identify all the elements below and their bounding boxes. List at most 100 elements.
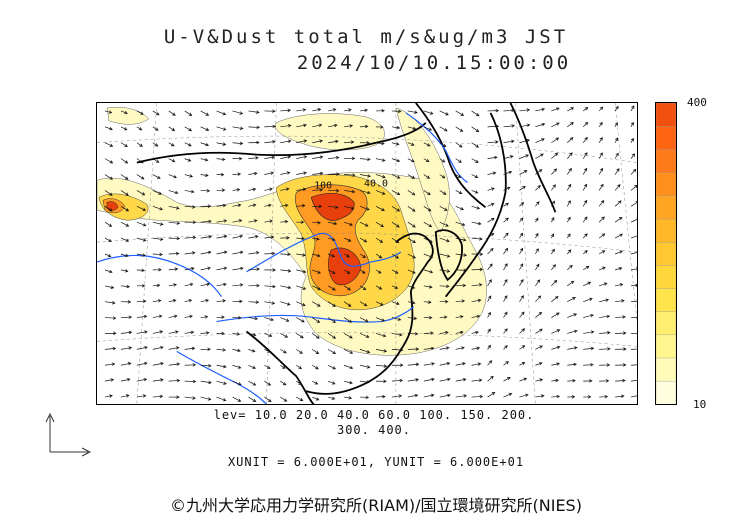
- wind-arrow: [471, 267, 484, 272]
- wind-arrow: [519, 123, 531, 128]
- wind-arrow: [280, 171, 291, 175]
- wind-arrow: [184, 205, 196, 209]
- wind-arrow: [168, 158, 176, 163]
- wind-arrow: [296, 236, 305, 241]
- wind-arrow: [583, 379, 593, 383]
- axis-indicator: [45, 412, 92, 457]
- wind-arrow: [264, 124, 277, 129]
- wind-arrow: [535, 279, 541, 286]
- wind-arrow: [280, 396, 288, 402]
- wind-arrow: [471, 190, 479, 194]
- wind-arrow: [391, 206, 401, 212]
- wind-arrow: [566, 167, 572, 175]
- wind-arrow: [136, 190, 146, 196]
- wind-arrow: [200, 235, 212, 239]
- wind-arrow: [280, 219, 289, 224]
- wind-arrow: [455, 377, 467, 382]
- wind-arrow: [343, 285, 351, 291]
- wind-arrow: [551, 122, 560, 128]
- wind-arrow: [582, 152, 588, 159]
- wind-arrow: [535, 122, 546, 128]
- wind-arrow: [120, 315, 133, 319]
- wind-arrow: [519, 328, 526, 334]
- wind-arrow: [232, 332, 241, 336]
- wind-arrow: [487, 279, 492, 286]
- wind-arrow: [359, 237, 368, 243]
- wind-arrow: [455, 221, 466, 227]
- wind-arrow: [630, 234, 637, 239]
- wind-arrow: [152, 126, 159, 131]
- wind-arrow: [248, 364, 256, 369]
- wind-arrow: [471, 362, 482, 366]
- wind-arrow: [200, 173, 209, 177]
- wind-arrow: [615, 347, 627, 351]
- colorbar-swatch: [656, 125, 676, 150]
- wind-arrow: [567, 122, 574, 128]
- wind-arrow: [614, 105, 619, 112]
- wind-arrow: [391, 317, 402, 321]
- wind-arrow: [168, 378, 181, 383]
- colorbar-swatch: [656, 264, 676, 289]
- wind-arrow: [104, 206, 113, 212]
- wind-arrow: [439, 110, 449, 116]
- wind-arrow: [423, 269, 434, 274]
- wind-arrow: [599, 298, 610, 303]
- wind-arrow: [248, 300, 260, 304]
- wind-arrow: [312, 380, 319, 385]
- wind-arrow: [104, 362, 116, 366]
- wind-arrow: [264, 203, 272, 208]
- wind-arrow: [216, 348, 227, 352]
- wind-arrow: [614, 216, 623, 223]
- wind-arrow: [471, 205, 481, 210]
- wind-arrow: [439, 190, 447, 195]
- wind-arrow: [152, 110, 160, 116]
- wind-arrow: [519, 201, 525, 207]
- wind-arrow: [599, 314, 611, 319]
- wind-arrow: [582, 136, 588, 143]
- wind-arrow: [327, 333, 337, 339]
- wind-arrow: [168, 362, 181, 366]
- wind-vectors: [104, 105, 637, 402]
- wind-arrow: [535, 153, 544, 159]
- wind-arrow: [343, 364, 354, 370]
- wind-arrow: [248, 235, 259, 239]
- colorbar-swatch: [656, 103, 676, 127]
- wind-arrow: [375, 333, 387, 338]
- wind-arrow: [359, 301, 368, 307]
- wind-arrow: [312, 285, 321, 291]
- wind-arrow: [582, 250, 588, 255]
- wind-arrow: [551, 279, 558, 287]
- wind-arrow: [519, 295, 524, 302]
- wind-arrow: [120, 346, 133, 350]
- wind-arrow: [551, 248, 555, 255]
- wind-arrow: [200, 189, 211, 193]
- wind-arrow: [503, 278, 508, 286]
- wind-arrow: [614, 233, 623, 239]
- colorbar-max-label: 400: [687, 96, 707, 109]
- wind-arrow: [216, 396, 227, 402]
- wind-arrow: [375, 301, 384, 306]
- wind-arrow: [615, 378, 626, 383]
- wind-arrow: [120, 190, 129, 196]
- wind-arrow: [519, 170, 528, 175]
- wind-arrow: [503, 155, 514, 159]
- wind-arrow: [567, 346, 578, 350]
- wind-arrow: [630, 395, 637, 398]
- wind-arrow: [328, 237, 336, 242]
- wind-arrow: [152, 252, 163, 257]
- wind-arrow: [328, 139, 339, 144]
- wind-arrow: [359, 349, 371, 354]
- wind-arrow: [232, 299, 243, 304]
- wind-arrow: [455, 110, 465, 116]
- wind-arrow: [551, 184, 556, 191]
- wind-arrow: [487, 328, 491, 334]
- wind-arrow: [104, 285, 115, 289]
- wind-arrow: [582, 121, 589, 128]
- wind-arrow: [120, 174, 129, 180]
- wind-arrow: [200, 219, 212, 224]
- wind-arrow: [535, 311, 543, 318]
- wind-arrow: [296, 253, 306, 257]
- wind-arrow: [375, 125, 384, 129]
- wind-arrow: [455, 142, 463, 148]
- wind-arrow: [455, 299, 466, 303]
